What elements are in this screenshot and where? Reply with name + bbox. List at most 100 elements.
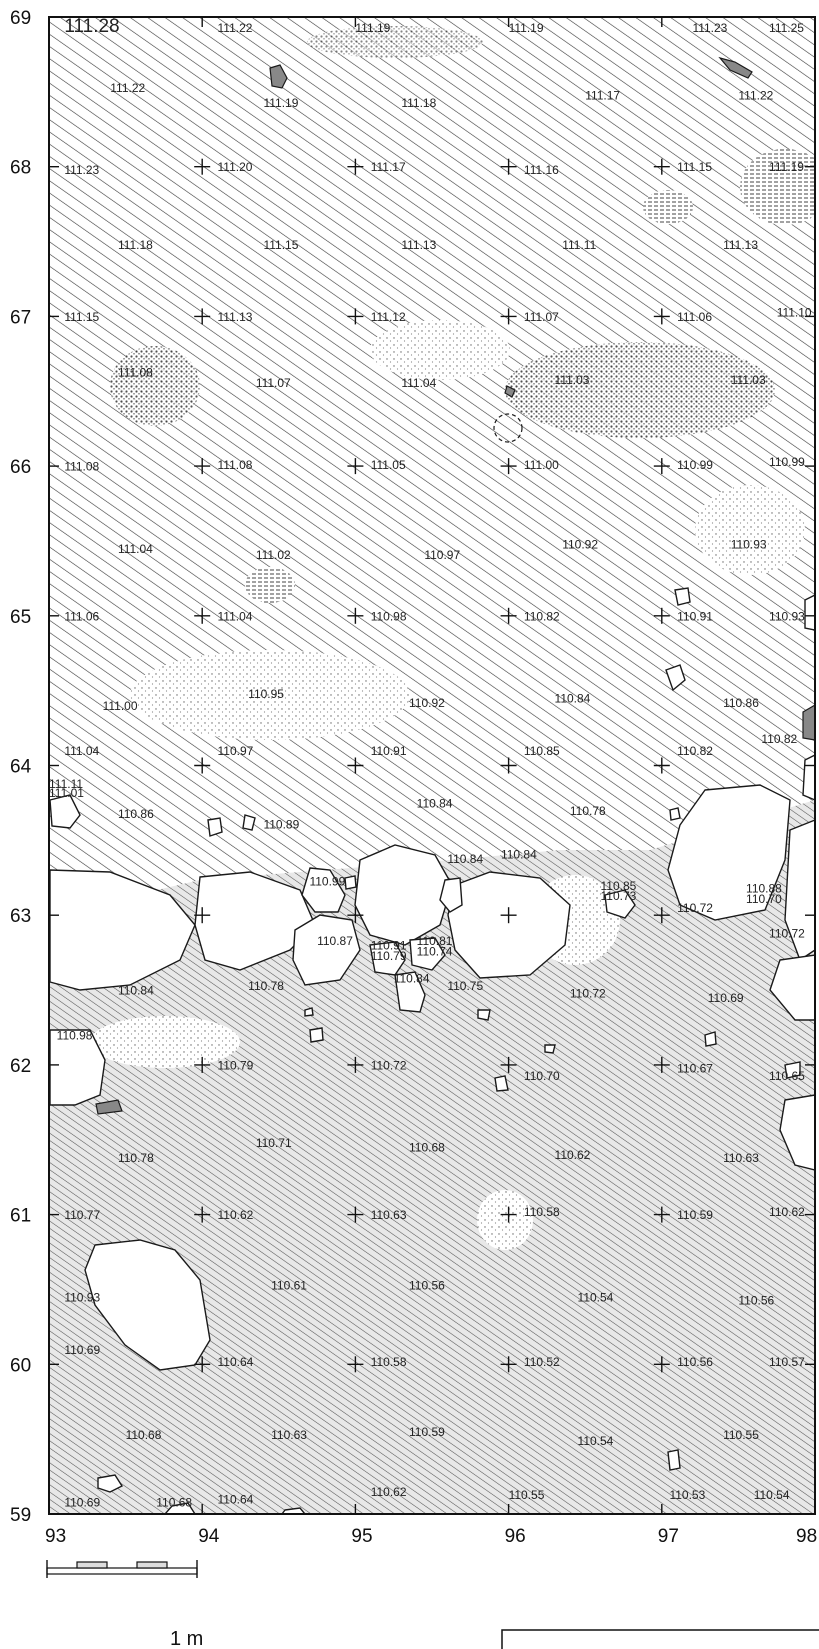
elevation-label: 110.77 [64,1208,100,1222]
elevation-label: 110.52 [524,1355,560,1369]
elevation-label: 111.19 [769,160,804,174]
light-patch [90,1016,240,1068]
scale-bar-body [46,1567,198,1575]
elevation-label: 110.72 [371,1058,407,1072]
stone [804,593,816,631]
elevation-label: 111.02 [256,548,291,562]
elevation-label: 110.84 [447,852,483,866]
elevation-label: 110.97 [424,548,460,562]
y-axis-label: 61 [10,1206,31,1227]
elevation-label: 110.84 [394,972,430,986]
elevation-label: 110.70 [746,892,782,906]
elevation-label: 111.08 [64,460,99,474]
elevation-label: 110.59 [677,1208,713,1222]
elevation-label: 111.00 [103,699,138,713]
stone [667,1449,681,1471]
elevation-label: 110.57 [769,1355,805,1369]
elevation-label: 111.28 [64,16,119,37]
elevation-label: 110.82 [761,732,797,746]
elevation-label: 110.79 [371,949,407,963]
elevation-label: 110.72 [570,987,606,1001]
elevation-label: 111.22 [738,88,773,102]
elevation-label: 110.93 [64,1290,100,1304]
elevation-label: 111.17 [585,88,620,102]
elevation-label: 110.82 [677,744,713,758]
elevation-label: 110.89 [263,817,299,831]
stone [194,871,316,971]
elevation-label: 110.72 [677,901,713,915]
x-axis-label: 94 [198,1526,220,1547]
elevation-label: 111.08 [118,365,153,379]
elevation-label: 110.63 [271,1428,307,1442]
elevation-label: 111.13 [723,238,758,252]
y-axis-label: 69 [10,8,31,29]
stone [544,1044,556,1054]
elevation-label: 111.07 [256,376,291,390]
stone [97,1474,124,1493]
x-axis-label: 98 [796,1526,817,1547]
elevation-label: 110.70 [524,1069,560,1083]
y-axis-label: 64 [10,757,32,778]
stone [674,587,691,606]
dotted-patch [110,346,200,426]
elevation-label: 111.06 [64,609,99,623]
stone [344,875,357,890]
dashed-patch [643,190,693,224]
stone [301,867,346,913]
elevation-label: 110.85 [524,744,560,758]
elevation-label: 111.10 [777,305,812,319]
elevation-label: 110.95 [248,687,284,701]
stone [665,664,686,692]
elevation-label: 110.54 [578,1290,614,1304]
elevation-label: 110.86 [118,807,154,821]
elevation-label: 110.93 [769,609,805,623]
elevation-label: 111.15 [263,238,298,252]
elevation-label: 111.05 [371,458,406,472]
stone [49,869,196,991]
elevation-label: 111.07 [524,310,559,324]
elevation-label: 110.99 [677,458,713,472]
elevation-label: 111.01 [49,786,84,800]
elevation-label: 110.99 [309,874,345,888]
stone [207,817,223,837]
stone [49,794,81,829]
elevation-label: 110.67 [677,1061,713,1075]
elevation-label: 110.78 [118,1151,154,1165]
scale-bar-segment [76,1561,108,1569]
elevation-label: 111.12 [371,310,406,324]
y-axis-label: 65 [10,607,31,628]
elevation-label: 110.62 [218,1208,254,1222]
stone [309,1027,324,1043]
dotted-patch [307,26,483,58]
elevation-label: 111.00 [524,458,559,472]
elevation-label: 111.19 [263,96,298,110]
dashed-patch [740,149,815,225]
elevation-label: 110.92 [409,696,445,710]
dark-stone [269,64,288,89]
elevation-label: 110.97 [218,744,254,758]
elevation-label: 110.78 [570,804,606,818]
stone [394,971,426,1013]
stone [667,784,791,921]
elevation-label: 110.68 [409,1141,445,1155]
elevation-label: 110.92 [562,537,598,551]
elevation-label: 110.58 [371,1355,407,1369]
elevation-label: 110.64 [218,1493,254,1507]
elevation-label: 110.63 [371,1208,407,1222]
elevation-label: 110.56 [677,1355,713,1369]
elevation-label: 110.84 [417,796,453,810]
stone [477,1009,491,1021]
stone [494,1075,509,1092]
stone [447,871,571,979]
lower-dense-deposit [49,800,815,1514]
elevation-label: 111.13 [218,310,253,324]
y-axis-label: 59 [10,1505,31,1526]
elevation-label: 110.64 [218,1355,254,1369]
y-axis-label: 63 [10,906,31,927]
elevation-label: 110.79 [218,1058,254,1072]
elevation-label: 110.56 [409,1278,445,1292]
elevation-label: 111.03 [731,373,766,387]
elevation-label: 111.15 [677,160,712,174]
light-patch [130,650,410,740]
dark-stone [718,56,753,79]
